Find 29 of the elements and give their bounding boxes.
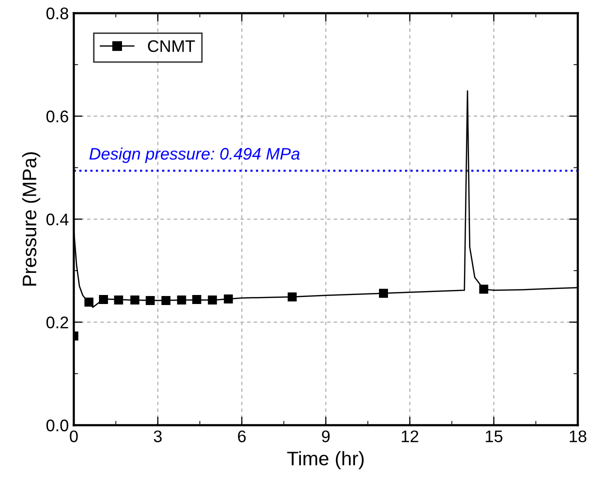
x-tick-label: 15 xyxy=(486,430,502,442)
y-tick-label: 0.4 xyxy=(46,214,68,226)
x-tick-label: 0 xyxy=(70,430,78,442)
legend-label: CNMT xyxy=(148,40,195,52)
point xyxy=(208,296,217,305)
point xyxy=(98,294,108,304)
point xyxy=(479,284,488,294)
y-axis-title: Pressure (MPa) xyxy=(22,152,40,286)
point xyxy=(146,296,155,306)
x-tick-label: 12 xyxy=(402,430,418,442)
point xyxy=(177,296,186,305)
point xyxy=(130,296,140,305)
ref-line-label: Design pressure: 0.494 MPa xyxy=(89,147,300,164)
x-tick-label: 9 xyxy=(322,430,330,442)
point xyxy=(378,288,388,298)
y-tick-label: 0.2 xyxy=(46,316,68,328)
y-tick-label: 0.6 xyxy=(46,110,68,122)
x-axis-title: Time (hr) xyxy=(287,451,364,470)
y-tick-label: 0.0 xyxy=(46,420,68,432)
point xyxy=(224,294,233,304)
point xyxy=(114,296,124,305)
point xyxy=(84,298,94,307)
x-tick-label: 3 xyxy=(154,430,162,442)
point xyxy=(192,294,202,304)
point xyxy=(288,292,297,302)
x-tick-label: 6 xyxy=(238,430,246,442)
y-tick-label: 0.8 xyxy=(46,8,68,20)
x-tick-label: 18 xyxy=(570,430,586,442)
point xyxy=(161,296,170,306)
